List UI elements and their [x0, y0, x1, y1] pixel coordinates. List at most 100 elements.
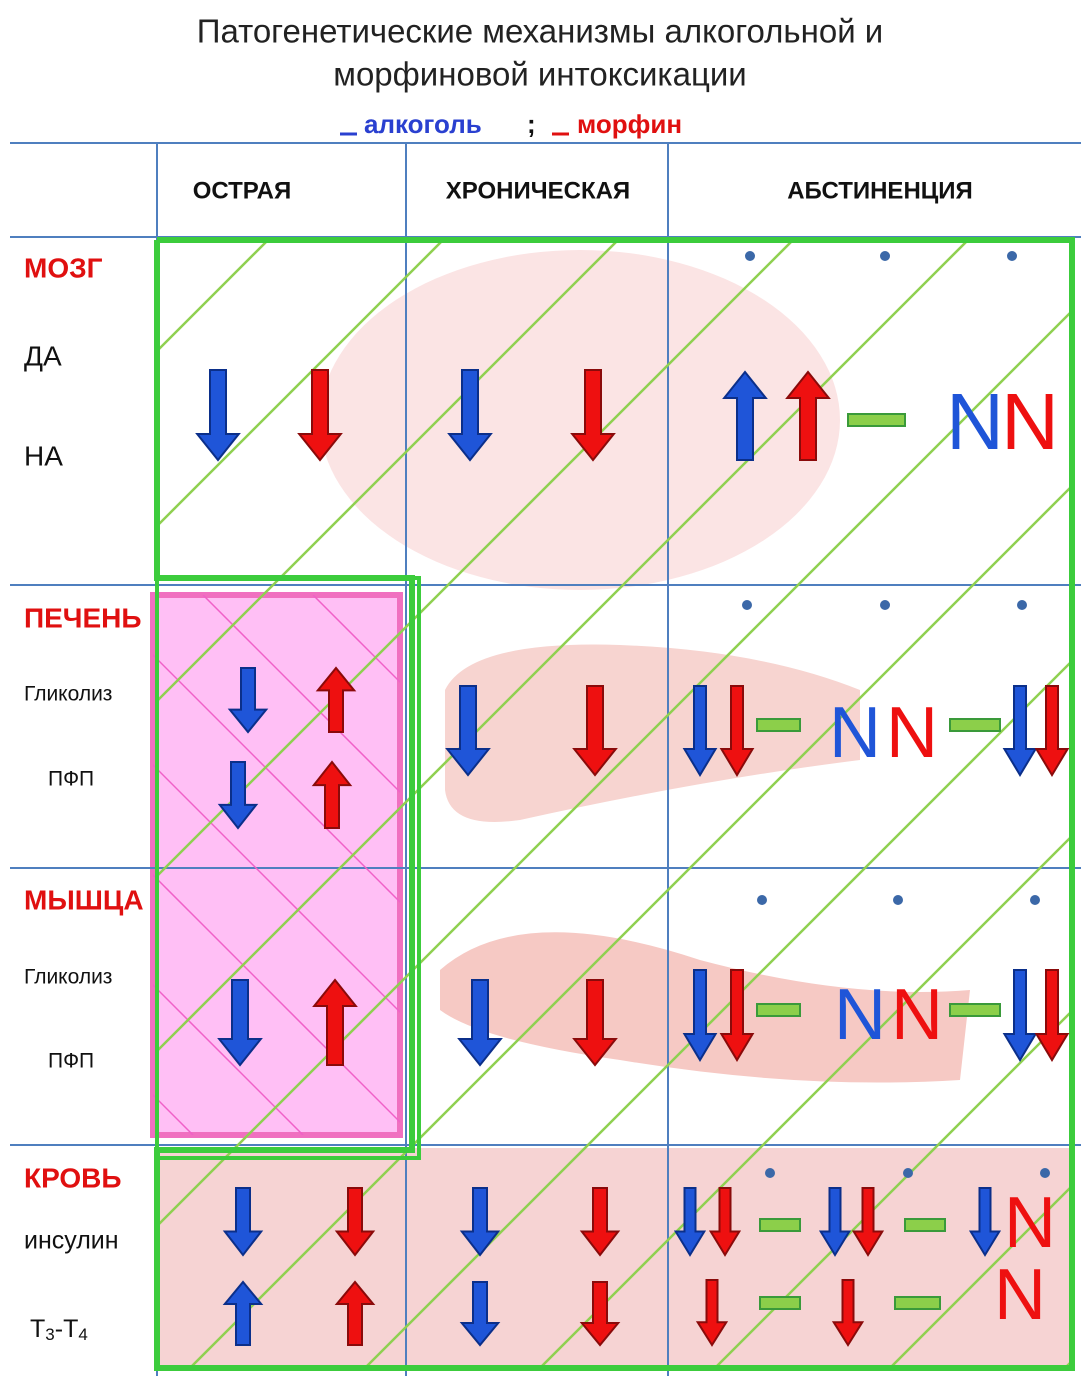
n-letter: N — [891, 975, 943, 1055]
arrow — [222, 1280, 264, 1346]
hatch-line — [153, 873, 400, 1124]
arrows: NNN NN NNN — [195, 251, 1070, 1347]
arrow — [579, 1187, 621, 1257]
n-letter: N — [1001, 377, 1059, 466]
arrow — [572, 979, 618, 1067]
n-letter: N — [834, 975, 886, 1055]
pink-hatching — [153, 595, 400, 1135]
n-letter: N — [946, 377, 1004, 466]
arrow — [297, 369, 343, 462]
arrow — [459, 1281, 501, 1347]
equals-dash — [756, 1003, 801, 1017]
arrow — [719, 685, 755, 777]
equals-dash — [904, 1218, 946, 1232]
indicator-label: ПФП — [48, 768, 94, 791]
equals-dash — [759, 1296, 801, 1310]
column-header: ОСТРАЯ — [193, 177, 292, 204]
indicator-label: ПФП — [48, 1050, 94, 1073]
arrow — [312, 978, 358, 1066]
column-header: АБСТИНЕНЦИЯ — [787, 177, 973, 204]
arrow — [311, 760, 353, 829]
arrow — [968, 1187, 1002, 1257]
indicator-label: Гликолиз — [24, 966, 112, 989]
arrow — [445, 685, 491, 777]
arrow — [579, 1281, 621, 1347]
hatch-line — [186, 481, 1075, 1370]
arrow — [459, 1187, 501, 1257]
n-letter: N — [1004, 1183, 1056, 1263]
hormone-part: -Т — [55, 1315, 79, 1343]
hatch-line — [202, 595, 400, 794]
title-line: морфиновой интоксикации — [333, 56, 746, 93]
n-letter: N — [994, 1255, 1046, 1335]
arrow — [222, 1187, 264, 1257]
equals-dash — [949, 1003, 1001, 1017]
arrow — [673, 1187, 707, 1257]
arrow — [447, 369, 493, 462]
column-header: ХРОНИЧЕСКАЯ — [446, 177, 630, 204]
arrow — [195, 369, 241, 462]
liver-image — [445, 644, 860, 822]
dot — [742, 600, 752, 610]
equals-dash — [894, 1296, 941, 1310]
arrow — [227, 667, 269, 734]
n-letter: N — [886, 693, 938, 773]
arrow — [1002, 969, 1038, 1062]
arrow — [457, 979, 503, 1067]
title-line: Патогенетические механизмы алкогольной и — [197, 13, 884, 50]
legend-label: алкоголь — [364, 109, 482, 139]
blood-image — [160, 1148, 1075, 1370]
hatch-line — [711, 1006, 1075, 1370]
n-letter: N — [829, 693, 881, 773]
arrow — [722, 370, 768, 461]
arrow — [334, 1187, 376, 1257]
hormone-part: Т — [30, 1315, 45, 1343]
arrow — [851, 1187, 885, 1257]
dot — [1017, 600, 1027, 610]
dot — [903, 1168, 913, 1178]
dot — [1040, 1168, 1050, 1178]
organ-label: МЫШЦА — [24, 884, 144, 915]
arrow — [818, 1187, 852, 1257]
hatch-line — [157, 237, 273, 353]
legend-separator: ; — [527, 109, 536, 139]
arrow — [695, 1279, 729, 1347]
organ-label: КРОВЬ — [24, 1162, 122, 1193]
dot — [1007, 251, 1017, 261]
indicator-label: ДА — [24, 340, 62, 371]
arrow — [217, 761, 259, 830]
arrow — [785, 370, 831, 461]
equals-dash — [949, 718, 1001, 732]
dot — [880, 251, 890, 261]
arrow — [831, 1279, 865, 1347]
dot — [1030, 895, 1040, 905]
arrow — [708, 1187, 742, 1257]
arrow — [682, 969, 718, 1062]
brain-image — [320, 250, 840, 590]
dot — [757, 895, 767, 905]
dot — [880, 600, 890, 610]
indicator-label: Т3-Т4 — [30, 1315, 88, 1345]
hatch-line — [157, 306, 1075, 1228]
hatch-line — [536, 831, 1075, 1370]
arrow — [719, 969, 755, 1062]
equals-dash — [847, 413, 906, 427]
hatch-line — [361, 656, 1075, 1370]
arrow — [1002, 685, 1038, 777]
arrow — [682, 685, 718, 777]
hormone-part: 3 — [45, 1325, 54, 1344]
green-frames — [154, 237, 1075, 1371]
dot — [745, 251, 755, 261]
arrow — [572, 685, 618, 777]
legend-label: морфин — [577, 109, 682, 139]
arrow — [1034, 685, 1070, 777]
hatch-line — [153, 983, 304, 1135]
hatch-line — [157, 237, 623, 703]
acute-highlight — [150, 592, 403, 1138]
equals-dash — [756, 718, 801, 732]
arrow — [570, 369, 616, 462]
indicator-label: НА — [24, 440, 63, 471]
organ-label: ПЕЧЕНЬ — [24, 602, 142, 633]
arrow — [315, 666, 357, 733]
